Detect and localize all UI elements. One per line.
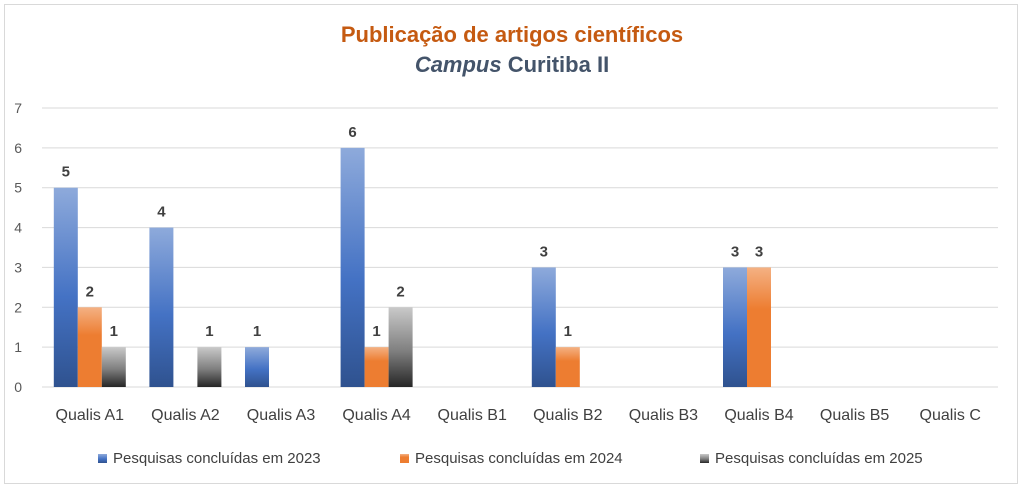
x-tick-label: Qualis B2 <box>533 407 602 424</box>
bar <box>555 347 580 387</box>
y-tick-label: 3 <box>14 259 22 275</box>
bar <box>197 347 222 387</box>
bar <box>364 347 389 387</box>
data-label: 4 <box>157 204 166 221</box>
y-tick-label: 1 <box>14 339 22 355</box>
x-tick-label: Qualis B3 <box>629 407 698 424</box>
bar <box>53 187 78 387</box>
data-label: 5 <box>62 164 70 181</box>
x-tick-label: Qualis B5 <box>820 407 889 424</box>
y-tick-label: 0 <box>14 379 22 395</box>
data-label: 1 <box>253 323 261 340</box>
x-tick-label: Qualis A2 <box>151 407 220 424</box>
legend-label: Pesquisas concluídas em 2025 <box>715 450 923 467</box>
data-label: 3 <box>731 243 739 260</box>
y-axis: 0 1 2 3 4 5 6 7 <box>14 100 22 395</box>
y-tick-label: 6 <box>14 140 22 156</box>
chart-subtitle-rest: Curitiba II <box>507 52 610 77</box>
x-tick-label: Qualis A4 <box>342 407 411 424</box>
y-tick-label: 4 <box>14 220 22 236</box>
legend-swatch <box>700 454 709 463</box>
bar <box>340 147 365 387</box>
x-tick-label: Qualis A3 <box>247 407 316 424</box>
x-axis: Qualis A1 Qualis A2 Qualis A3 Qualis A4 Qual… <box>56 407 981 424</box>
gridlines <box>42 107 998 388</box>
bar <box>245 347 269 387</box>
data-label: 1 <box>564 323 572 340</box>
legend-swatch <box>98 454 107 463</box>
legend-label: Pesquisas concluídas em 2024 <box>415 450 623 467</box>
bar <box>101 347 126 387</box>
legend: Pesquisas concluídas em 2023 Pesquisas co… <box>98 450 923 467</box>
data-label: 2 <box>396 283 404 300</box>
bar <box>531 267 556 387</box>
x-tick-label: Qualis C <box>920 407 981 424</box>
chart-subtitle-italic: Campus <box>414 52 502 77</box>
y-tick-label: 5 <box>14 180 22 196</box>
legend-label: Pesquisas concluídas em 2023 <box>113 450 321 467</box>
y-tick-label: 7 <box>14 100 22 116</box>
data-label: 2 <box>86 283 94 300</box>
x-tick-label: Qualis B1 <box>438 407 507 424</box>
chart-title: Publicação de artigos científicos <box>340 22 684 47</box>
x-tick-label: Qualis B4 <box>724 407 793 424</box>
data-label: 3 <box>540 243 548 260</box>
data-label: 1 <box>110 323 118 340</box>
chart-subtitle: Campus Curitiba II <box>0 50 1024 80</box>
bar <box>149 227 174 387</box>
x-tick-label: Qualis A1 <box>56 407 125 424</box>
data-label: 6 <box>348 124 356 141</box>
legend-swatch <box>400 454 409 463</box>
data-label: 1 <box>372 323 380 340</box>
bar <box>723 267 747 387</box>
y-tick-label: 2 <box>14 299 22 315</box>
bar <box>388 307 413 387</box>
chart-title-block: Publicação de artigos científicos Campus… <box>0 20 1024 80</box>
bar <box>77 307 102 387</box>
data-label: 1 <box>205 323 213 340</box>
bar <box>747 267 771 387</box>
data-label: 3 <box>755 243 763 260</box>
